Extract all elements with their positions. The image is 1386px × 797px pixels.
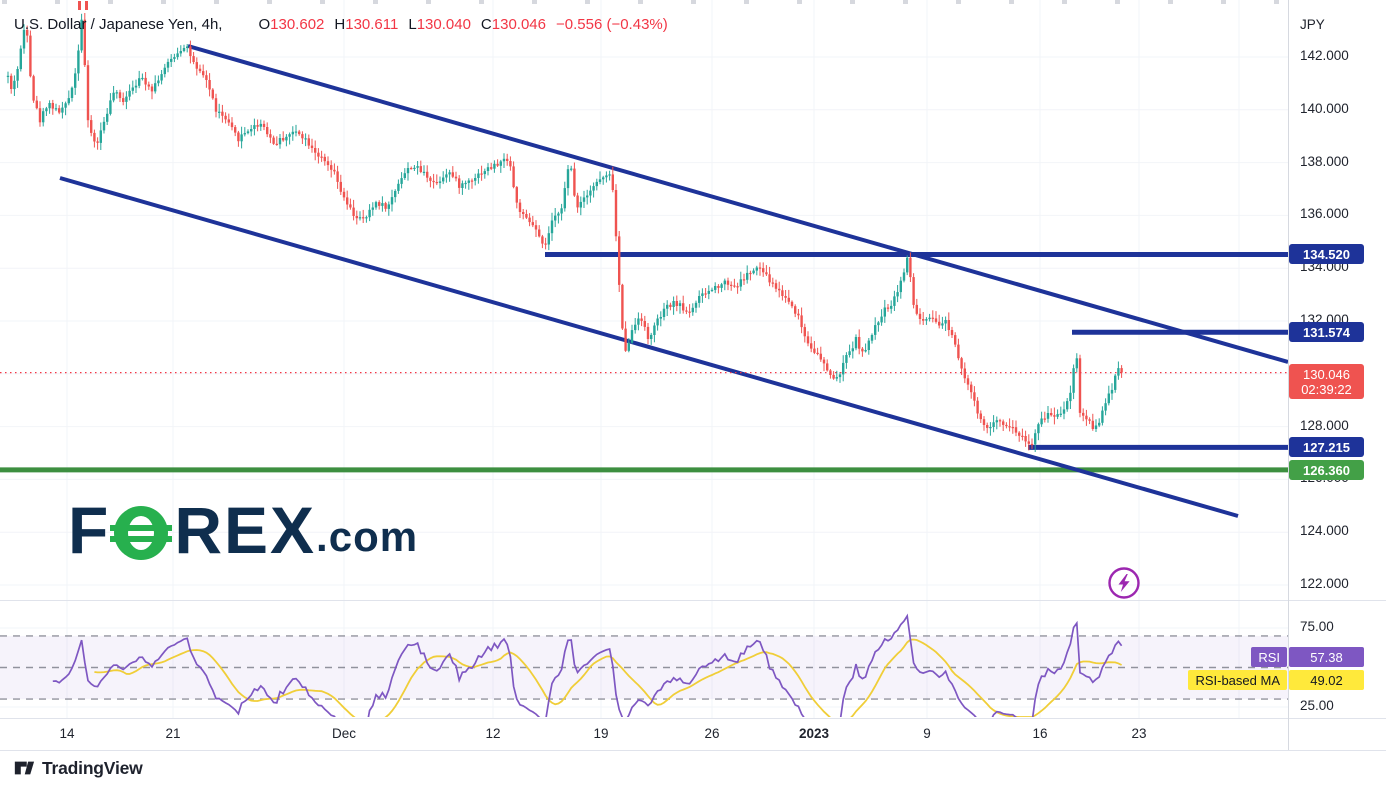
time-tick-label: 14 xyxy=(59,726,75,741)
price-tick-label: 142.000 xyxy=(1300,48,1349,63)
rsi-ma-value-badge: 49.02 xyxy=(1289,670,1364,690)
time-tick-label: 12 xyxy=(485,726,501,741)
price-axis-border xyxy=(1288,0,1289,750)
tradingview-mark-icon xyxy=(14,761,35,775)
time-axis-bottom-border xyxy=(0,750,1386,751)
lightning-trade-button[interactable] xyxy=(1106,565,1142,601)
support-level-badge-126360[interactable]: 126.360 xyxy=(1289,460,1364,480)
low-label: L xyxy=(408,16,417,33)
forex-o-logo-icon xyxy=(108,502,177,564)
open-value: 130.602 xyxy=(270,16,325,33)
symbol-header: U.S. Dollar / Japanese Yen, 4h, O130.602 H… xyxy=(14,16,668,33)
bar-countdown: 02:39:22 xyxy=(1301,381,1352,397)
last-price-value: 130.046 xyxy=(1303,366,1350,382)
rsi-tick-label: 25.00 xyxy=(1300,698,1334,713)
price-chart-canvas[interactable] xyxy=(0,0,1288,752)
price-tick-label: 124.000 xyxy=(1300,523,1349,539)
rsi-ma-indicator-label[interactable]: RSI-based MA xyxy=(1188,670,1287,690)
price-tick-label: 122.000 xyxy=(1300,576,1349,591)
change-value: −0.556 (−0.43%) xyxy=(556,16,668,33)
rsi-tick-label: 75.00 xyxy=(1300,619,1334,634)
price-tick-label: 138.000 xyxy=(1300,153,1349,169)
time-tick-label: Dec xyxy=(331,726,357,741)
pane-resize-separator[interactable] xyxy=(0,600,1386,601)
tradingview-logo[interactable]: TradingView xyxy=(13,757,143,779)
tradingview-logo-text: TradingView xyxy=(42,757,143,778)
lightning-icon xyxy=(1118,574,1130,592)
rsi-indicator-label[interactable]: RSI xyxy=(1251,647,1287,667)
watermark-com: .com xyxy=(316,513,419,560)
watermark-rex: REX xyxy=(174,493,317,567)
rsi-line xyxy=(52,613,1123,717)
rsi-band xyxy=(0,635,1288,700)
last-price-badge: 130.046 02:39:22 xyxy=(1289,364,1364,399)
price-tick-label: 136.000 xyxy=(1300,206,1349,222)
time-tick-label: 26 xyxy=(704,726,720,741)
time-tick-label: 19 xyxy=(593,726,609,741)
time-tick-label: 21 xyxy=(165,726,181,741)
resistance-level-badge-134520[interactable]: 134.520 xyxy=(1289,244,1364,264)
time-tick-label: 9 xyxy=(923,726,931,741)
low-value: 130.040 xyxy=(416,16,471,33)
cut-off-candle-fragment xyxy=(78,1,81,10)
cut-off-candle-fragment xyxy=(85,1,88,10)
support-level-badge-127215[interactable]: 127.215 xyxy=(1289,437,1364,457)
horizontal-level-lines[interactable] xyxy=(545,251,1288,450)
gridlines xyxy=(0,0,1288,718)
rsi-value-badge: 57.38 xyxy=(1289,647,1364,667)
close-label: C xyxy=(480,16,492,33)
time-axis-top-border xyxy=(0,718,1386,719)
symbol-title: U.S. Dollar / Japanese Yen, 4h, xyxy=(14,16,223,33)
price-tick-label: 140.000 xyxy=(1300,100,1349,116)
rsi-ma-line xyxy=(94,638,1123,717)
high-value: 130.611 xyxy=(345,16,399,33)
time-tick-label: 23 xyxy=(1131,726,1147,741)
high-label: H xyxy=(334,16,346,33)
currency-label: JPY xyxy=(1300,17,1325,32)
channel-trendlines[interactable] xyxy=(59,44,1288,518)
watermark-f: F xyxy=(68,493,111,567)
resistance-level-badge-131574[interactable]: 131.574 xyxy=(1289,322,1364,342)
forex-com-watermark: F REX .com xyxy=(68,493,419,567)
time-tick-label: 2023 xyxy=(798,726,830,741)
price-tick-label: 128.000 xyxy=(1300,417,1349,433)
open-label: O xyxy=(258,16,271,33)
cut-off-text-fragments xyxy=(2,0,1280,4)
candlestick-layer xyxy=(6,13,1123,452)
close-value: 130.046 xyxy=(491,16,546,33)
time-tick-label: 16 xyxy=(1032,726,1048,741)
